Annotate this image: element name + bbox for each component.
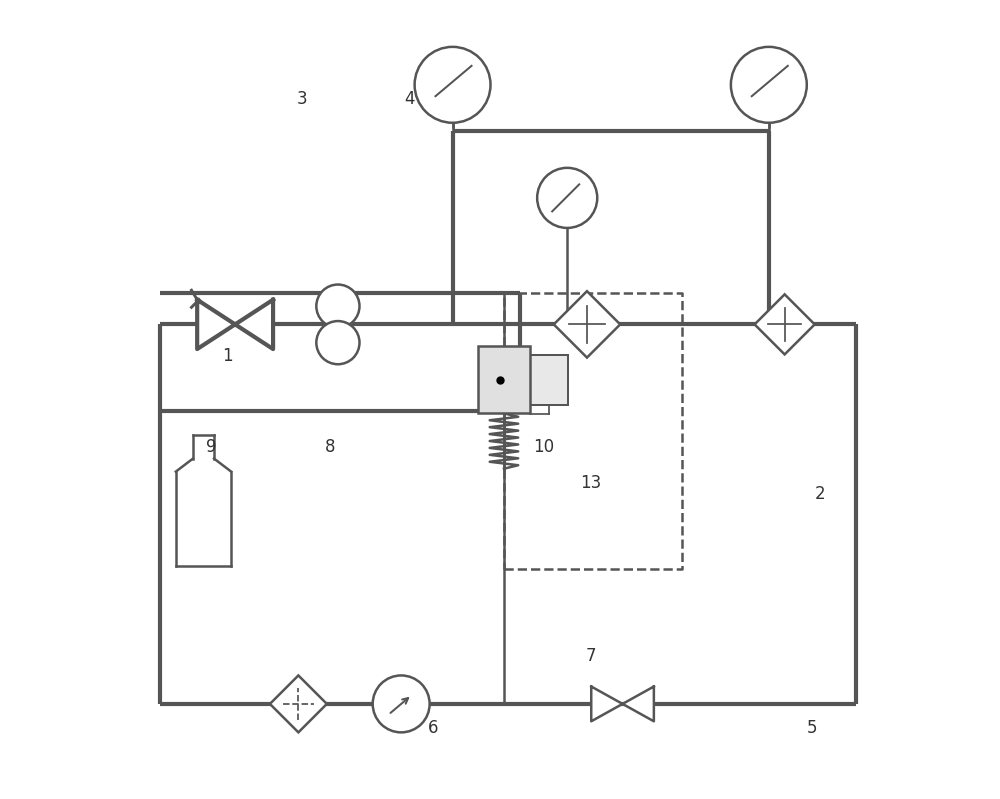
Text: 3: 3 [297, 90, 308, 108]
Polygon shape [235, 300, 273, 349]
Text: 1: 1 [222, 347, 233, 365]
Circle shape [731, 47, 807, 123]
Polygon shape [755, 294, 815, 355]
Text: 4: 4 [404, 90, 414, 108]
Bar [530, 355, 568, 405]
Text: 8: 8 [325, 438, 335, 456]
Text: 2: 2 [815, 485, 826, 503]
Text: 5: 5 [807, 718, 818, 737]
Bar [478, 346, 530, 413]
Polygon shape [554, 291, 620, 358]
Circle shape [415, 47, 491, 123]
Text: 9: 9 [206, 438, 217, 456]
Polygon shape [623, 686, 654, 721]
Circle shape [537, 168, 597, 228]
Text: 10: 10 [533, 438, 554, 456]
Text: 6: 6 [428, 718, 438, 737]
Text: 7: 7 [586, 647, 596, 666]
Polygon shape [270, 675, 327, 733]
Circle shape [373, 675, 430, 733]
Circle shape [316, 321, 359, 364]
Polygon shape [197, 300, 235, 349]
Circle shape [316, 284, 359, 328]
Polygon shape [591, 686, 623, 721]
Text: 13: 13 [580, 474, 602, 491]
